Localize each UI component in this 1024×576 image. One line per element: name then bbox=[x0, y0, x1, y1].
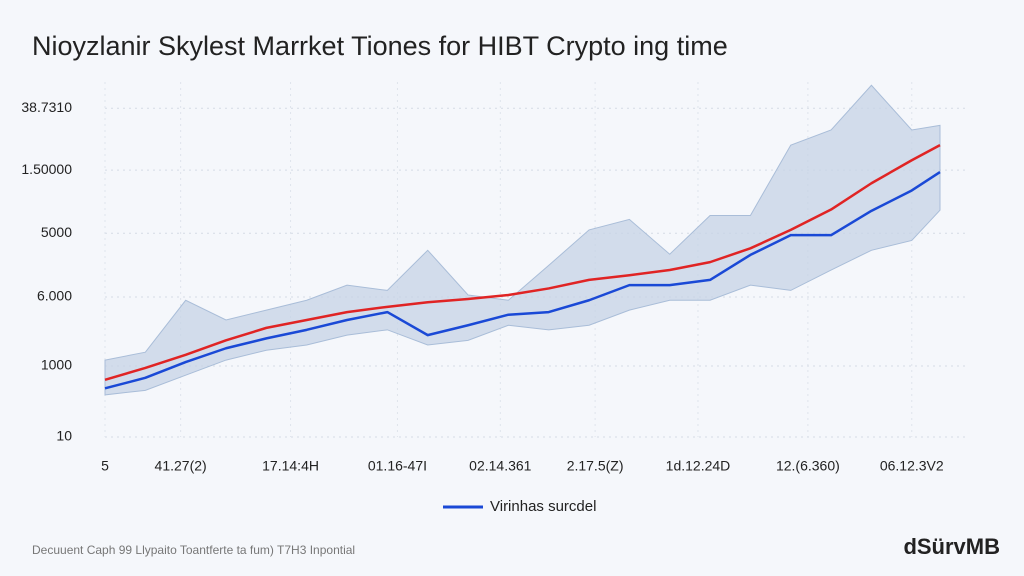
x-tick-label: 17.14:4H bbox=[262, 458, 319, 474]
y-tick-label: 38.7310 bbox=[21, 99, 72, 115]
y-tick-label: 5000 bbox=[41, 224, 72, 240]
x-tick-label: 1d.12.24D bbox=[666, 458, 731, 474]
x-tick-label: 5 bbox=[101, 458, 109, 474]
x-tick-label: 01.16-47I bbox=[368, 458, 427, 474]
y-tick-label: 10 bbox=[56, 428, 72, 444]
y-tick-label: 1000 bbox=[41, 357, 72, 373]
legend-label: Virinhas surcdel bbox=[490, 498, 596, 515]
x-tick-label: 06.12.3V2 bbox=[880, 458, 944, 474]
x-tick-label: 12.(6.360) bbox=[776, 458, 840, 474]
footnote: Decuuent Caph 99 Llypaito Toantferte ta … bbox=[32, 543, 355, 557]
x-tick-label: 02.14.361 bbox=[469, 458, 531, 474]
y-tick-label: 1.50000 bbox=[21, 161, 72, 177]
x-tick-label: 41.27(2) bbox=[155, 458, 207, 474]
line bbox=[104, 171, 941, 390]
brand: dSürvMB bbox=[903, 534, 1000, 559]
chart-title: Nioyzlanir Skylest Marrket Tiones for HI… bbox=[32, 31, 728, 61]
line bbox=[104, 144, 941, 382]
y-tick-label: 6.000 bbox=[37, 288, 72, 304]
x-tick-label: 2.17.5(Z) bbox=[567, 458, 624, 474]
